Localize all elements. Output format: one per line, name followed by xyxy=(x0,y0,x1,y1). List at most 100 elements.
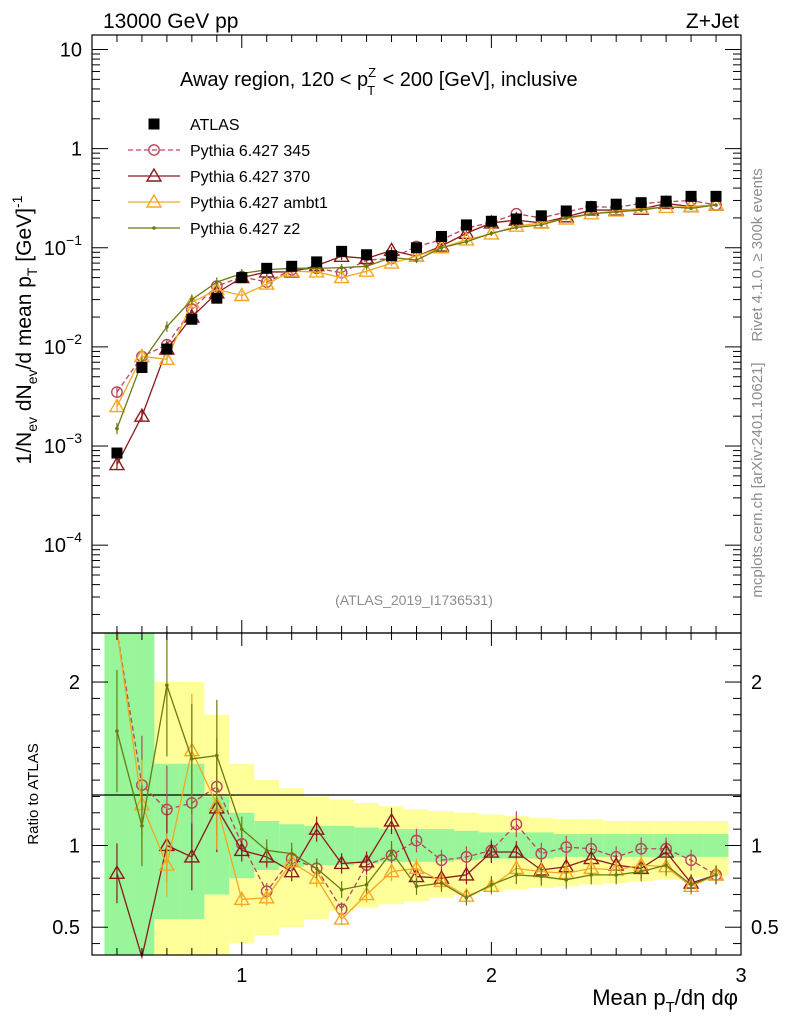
pythia-6-427-z2-ratio-point-3 xyxy=(190,757,194,761)
pythia-6-427-z2-ratio-point-5 xyxy=(239,827,244,831)
pythia-6-427-z2-point-23 xyxy=(689,206,693,211)
pythia-6-427-z2-point-21 xyxy=(639,208,643,212)
atlas-point-17 xyxy=(535,210,547,222)
pythia-6-427-345-ratio-point-16 xyxy=(510,818,523,831)
pythia-6-427-z2-ratio-point-18 xyxy=(564,878,569,882)
pythia-6-427-ambt1-point-10 xyxy=(358,262,375,277)
atlas-point-3 xyxy=(186,313,198,325)
pythia-6-427-ambt1-point-19 xyxy=(583,205,600,220)
pythia-6-427-z2-ratio-point-10 xyxy=(364,882,369,887)
pythia-6-427-z2-ratio-point-20 xyxy=(614,873,618,877)
pythia-6-427-ambt1-point-11 xyxy=(383,254,400,269)
pythia-6-427-z2-point-0 xyxy=(115,426,119,431)
pythia-6-427-ambt1-point-17 xyxy=(533,214,550,229)
pythia-6-427-ambt1-point-3 xyxy=(183,294,201,309)
pythia-6-427-370-ratio-point-14 xyxy=(458,866,475,881)
pythia-6-427-345-ratio-point-12 xyxy=(410,834,423,847)
legend-marker-pythia-6-427-ambt1 xyxy=(145,193,163,208)
pythia-6-427-ambt1-point-8 xyxy=(308,263,325,278)
pythia-6-427-z2-ratio-point-8 xyxy=(314,866,319,871)
pythia-6-427-370-point-1 xyxy=(133,407,151,422)
ratio-tick-label-right: 2 xyxy=(751,672,762,694)
legend-marker-pythia-6-427-z2 xyxy=(152,226,156,230)
pythia-6-427-ambt1-ratio-point-6 xyxy=(258,889,275,904)
pythia-6-427-z2-line xyxy=(116,204,717,429)
pythia-6-427-345-ratio-point-17 xyxy=(535,847,548,860)
pythia-6-427-z2-ratio-point-9 xyxy=(339,887,344,892)
pythia-6-427-370-ratio-point-16 xyxy=(508,843,525,858)
ratio-tick-label-right: 1 xyxy=(751,835,762,857)
x-axis-label: Mean pT/dη dφ xyxy=(592,985,738,1016)
pythia-6-427-345-ratio-point-21 xyxy=(635,842,648,855)
pythia-6-427-ambt1-ratio-point-12 xyxy=(408,859,425,875)
legend-label-pythia-6-427-z2: Pythia 6.427 z2 xyxy=(190,221,300,238)
atlas-point-20 xyxy=(610,198,622,210)
pythia-6-427-z2-ratio-point-24 xyxy=(714,873,718,877)
atlas-point-9 xyxy=(336,245,348,257)
pythia-6-427-z2-ratio-point-12 xyxy=(414,884,419,889)
pythia-6-427-370-ratio-point-7 xyxy=(283,863,300,878)
main-series xyxy=(108,190,725,471)
atlas-point-21 xyxy=(635,197,647,209)
atlas-point-18 xyxy=(560,205,572,217)
pythia-6-427-ambt1-point-9 xyxy=(333,269,350,284)
pythia-6-427-z2-point-19 xyxy=(589,212,594,216)
header-right: Z+Jet xyxy=(686,10,739,33)
atlas-point-7 xyxy=(286,260,298,272)
y-tick-label: 10−2 xyxy=(44,331,82,359)
pythia-6-427-370-ratio-point-0 xyxy=(108,864,126,879)
pythia-6-427-z2-ratio-point-11 xyxy=(389,850,394,854)
pythia-6-427-345-point-0 xyxy=(111,386,123,398)
x-tick-label: 1 xyxy=(236,965,247,987)
pythia-6-427-ambt1-ratio-point-10 xyxy=(358,886,375,901)
pythia-6-427-z2-ratio-point-6 xyxy=(264,848,269,853)
atlas-point-10 xyxy=(361,249,373,261)
pythia-6-427-370-point-0 xyxy=(108,456,126,471)
legend-marker-pythia-6-427-345 xyxy=(148,144,160,156)
pythia-6-427-z2-ratio-point-0 xyxy=(115,729,119,733)
x-tick-label: 3 xyxy=(735,965,746,987)
legend-marker-pythia-6-427-370 xyxy=(145,167,163,182)
atlas-point-22 xyxy=(660,195,672,207)
pythia-6-427-z2-point-16 xyxy=(514,225,519,230)
atlas-point-5 xyxy=(236,272,248,284)
pythia-6-427-z2-ratio-point-19 xyxy=(589,873,594,877)
atlas-point-8 xyxy=(311,256,323,268)
pythia-6-427-ambt1-ratio-point-5 xyxy=(233,891,250,906)
pythia-6-427-ambt1-point-16 xyxy=(508,217,525,232)
ratio-axis-label: Ratio to ATLAS xyxy=(25,743,42,844)
atlas-point-2 xyxy=(161,343,173,355)
pythia-6-427-z2-point-12 xyxy=(414,258,419,262)
legend-label-pythia-6-427-370: Pythia 6.427 370 xyxy=(190,169,310,186)
ratio-series xyxy=(108,630,725,960)
pythia-6-427-ambt1-ratio-point-7 xyxy=(283,853,300,868)
legend-label-atlas: ATLAS xyxy=(190,117,240,134)
pythia-6-427-345-ratio-point-23 xyxy=(685,854,697,867)
pythia-6-427-ambt1-point-20 xyxy=(607,202,625,217)
pythia-6-427-z2-ratio-point-16 xyxy=(514,873,519,877)
pythia-6-427-z2-ratio-point-21 xyxy=(639,869,643,874)
band-inner-20 xyxy=(603,834,629,857)
ratio-tick-label: 0.5 xyxy=(52,917,80,939)
pythia-6-427-345-ratio-point-18 xyxy=(560,841,573,854)
pythia-6-427-z2-point-17 xyxy=(539,223,544,227)
pythia-6-427-ambt1-point-18 xyxy=(558,210,575,225)
pythia-6-427-z2-point-14 xyxy=(464,239,469,244)
ratio-tick-label: 2 xyxy=(69,672,80,694)
pythia-6-427-z2-point-4 xyxy=(215,280,219,284)
y-axis-label: 1/Nev dNev/d mean pT [GeV]-1 xyxy=(9,195,40,464)
pythia-6-427-z2-point-13 xyxy=(439,245,444,250)
ratio-tick-label: 1 xyxy=(69,835,80,857)
pythia-6-427-z2-point-10 xyxy=(364,264,369,269)
pythia-6-427-z2-ratio-point-23 xyxy=(689,882,693,887)
pythia-6-427-z2-point-2 xyxy=(165,324,169,329)
pythia-6-427-z2-point-3 xyxy=(190,297,194,302)
pythia-6-427-370-ratio-point-8 xyxy=(308,820,325,835)
y-tick-label: 10−4 xyxy=(44,529,82,557)
pythia-6-427-ambt1-ratio-point-9 xyxy=(333,910,350,925)
atlas-point-12 xyxy=(411,242,422,254)
pythia-6-427-370-ratio-point-9 xyxy=(333,855,350,870)
pythia-6-427-ambt1-ratio-point-2 xyxy=(158,856,176,871)
pythia-6-427-ambt1-point-14 xyxy=(458,231,475,246)
